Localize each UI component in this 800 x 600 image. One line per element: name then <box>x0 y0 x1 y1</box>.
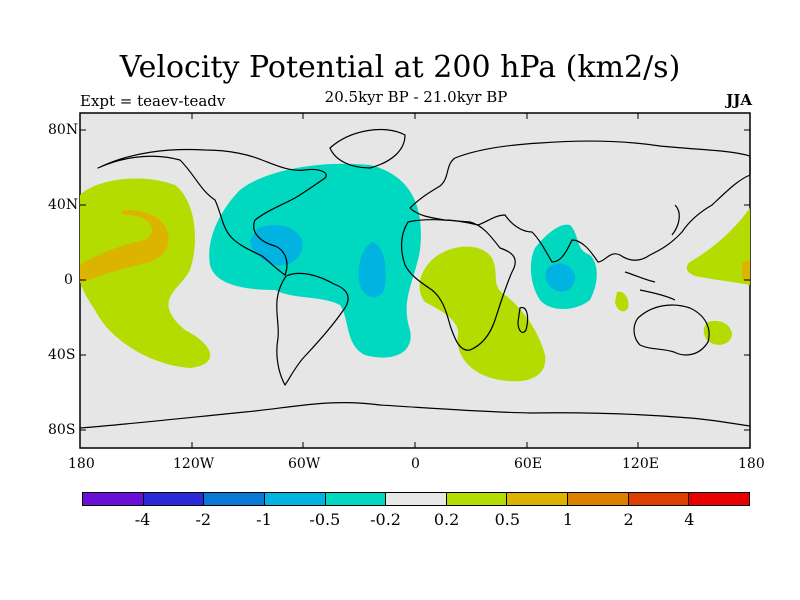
colorbar-box <box>83 493 144 505</box>
contour-region <box>615 291 629 312</box>
x-tick-label: 60E <box>514 456 543 472</box>
contour-fills <box>80 163 750 382</box>
coastline-antarctica <box>79 401 751 429</box>
colorbar-box <box>204 493 265 505</box>
colorbar <box>82 492 750 506</box>
coastline-eurasia <box>409 140 751 263</box>
y-tick-label: 40N <box>48 197 79 213</box>
coastline-japan <box>671 204 680 236</box>
x-tick-label: 180 <box>738 456 765 472</box>
frame-ticks <box>79 113 751 448</box>
period-label: 20.5kyr BP - 21.0kyr BP <box>324 88 508 106</box>
coastlines <box>79 128 751 429</box>
contour-region <box>686 208 750 285</box>
coastline-madagascar <box>517 306 529 334</box>
colorbar-box <box>689 493 750 505</box>
colorbar-label: -0.5 <box>309 510 341 529</box>
contour-region <box>358 242 386 298</box>
colorbar-label: -4 <box>134 510 151 529</box>
y-tick-label: 80N <box>48 122 79 138</box>
colorbar-label: -1 <box>256 510 272 529</box>
x-tick-label: 0 <box>411 456 420 472</box>
x-tick-label: 120E <box>622 456 659 472</box>
colorbar-box <box>507 493 569 505</box>
contour-region <box>703 320 732 345</box>
contour-region <box>250 225 303 266</box>
colorbar-label: -2 <box>195 510 212 529</box>
colorbar-label: 0.2 <box>433 510 460 529</box>
contour-region <box>742 260 750 282</box>
y-tick-label: 40S <box>48 347 76 363</box>
colorbar-label: 4 <box>684 510 695 529</box>
colorbar-label: -0.2 <box>370 510 401 529</box>
coastline-north-america <box>97 148 327 276</box>
coastline-australia <box>633 304 710 356</box>
chart-title: Velocity Potential at 200 hPa (km2/s) <box>119 50 681 85</box>
x-tick-label: 60W <box>288 456 321 472</box>
colorbar-box <box>143 493 205 505</box>
x-tick-label: 180 <box>68 456 95 472</box>
season-label: JJA <box>726 91 752 109</box>
colorbar-box <box>446 493 508 505</box>
y-tick-label: 80S <box>48 422 76 438</box>
colorbar-box <box>568 493 629 505</box>
contour-region <box>419 246 546 382</box>
contour-region <box>545 263 576 292</box>
colorbar-box <box>264 493 326 505</box>
colorbar-label: 2 <box>623 510 634 529</box>
experiment-label: Expt = teaev-teadv <box>80 92 226 110</box>
y-tick-label: 0 <box>64 272 73 288</box>
colorbar-box <box>386 493 447 505</box>
contour-region <box>80 178 211 368</box>
colorbar-box <box>628 493 690 505</box>
coastline-maritime-asia <box>624 271 676 301</box>
contour-region <box>209 163 421 358</box>
colorbar-label: 1 <box>562 510 573 529</box>
x-tick-label: 120W <box>173 456 215 472</box>
colorbar-label: 0.5 <box>494 510 521 529</box>
coastline-south-america <box>276 272 349 386</box>
coastline-greenland <box>329 128 406 169</box>
coastline-africa <box>401 219 516 351</box>
colorbar-box <box>325 493 387 505</box>
contour-region <box>80 210 169 283</box>
